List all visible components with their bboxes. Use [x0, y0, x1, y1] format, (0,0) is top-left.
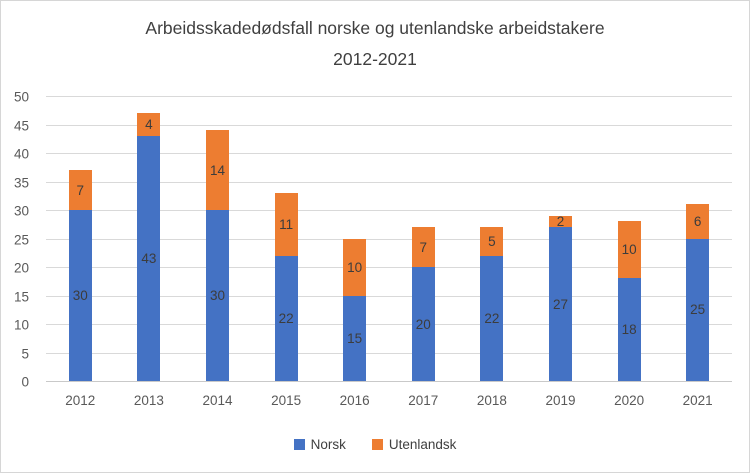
bar-value-label: 18 — [621, 322, 637, 338]
bar-segment-utenlandsk: 11 — [274, 192, 298, 256]
x-tick-label: 2016 — [339, 393, 370, 408]
legend-item-utenlandsk: Utenlandsk — [371, 437, 457, 452]
x-tick-label: 2019 — [545, 393, 576, 408]
bar-value-label: 22 — [484, 310, 500, 326]
legend-swatch — [293, 439, 305, 450]
y-tick-label: 30 — [13, 203, 29, 219]
bar-value-label: 6 — [693, 213, 702, 229]
x-tick-label: 2013 — [133, 393, 164, 408]
bar-segment-norsk: 30 — [206, 210, 229, 381]
gridline — [46, 238, 732, 240]
bar-group-2016: 15 10 — [343, 238, 367, 381]
bar-group-2021: 25 6 — [686, 204, 710, 381]
bar-segment-norsk: 30 — [68, 210, 92, 381]
x-axis: 2012 2013 2014 2015 2016 2017 2018 2019 2020 2021 — [46, 393, 732, 413]
bar-group-2019: 27 2 — [549, 213, 572, 381]
bar-value-label: 10 — [621, 242, 637, 258]
x-tick-label: 2015 — [271, 393, 302, 408]
legend-swatch — [371, 439, 383, 450]
bar-value-label: 15 — [347, 330, 363, 346]
y-tick-label: 45 — [13, 118, 29, 133]
legend-item-norsk: Norsk — [293, 437, 346, 452]
bar-group-2012: 30 7 — [68, 170, 92, 381]
gridline — [46, 352, 732, 354]
y-tick-label: 20 — [13, 260, 29, 276]
bar-group-2013: 43 4 — [137, 113, 161, 381]
bar-group-2017: 20 7 — [411, 227, 435, 381]
bar-value-label: 7 — [419, 239, 428, 255]
bar-segment-norsk: 18 — [617, 278, 641, 381]
bar-value-label: 30 — [209, 288, 226, 303]
bar-value-label: 11 — [279, 216, 294, 232]
gridline — [46, 124, 732, 126]
x-tick-label: 2014 — [202, 393, 233, 408]
bar-group-2014: 30 14 — [206, 130, 229, 381]
bar-segment-utenlandsk: 10 — [617, 221, 641, 279]
bar-value-label: 2 — [556, 213, 565, 229]
bar-value-label: 20 — [415, 316, 431, 332]
y-tick-label: 5 — [21, 346, 29, 361]
bar-segment-utenlandsk: 7 — [411, 227, 435, 267]
bar-group-2018: 22 5 — [480, 227, 504, 381]
bar-segment-norsk: 15 — [343, 295, 367, 381]
gridline — [46, 210, 732, 211]
y-tick-label: 35 — [13, 175, 29, 190]
y-tick-label: 50 — [13, 89, 29, 105]
gridline — [46, 267, 732, 268]
bar-segment-utenlandsk: 7 — [68, 170, 92, 210]
x-tick-label: 2018 — [476, 393, 507, 408]
gridline — [46, 324, 732, 325]
gridline — [46, 96, 732, 97]
x-tick-label: 2020 — [614, 393, 645, 408]
bar-value-label: 22 — [278, 310, 294, 326]
bar-value-label: 25 — [690, 302, 706, 318]
bar-segment-utenlandsk: 2 — [549, 213, 572, 229]
bar-segment-norsk: 43 — [137, 135, 161, 381]
y-tick-label: 25 — [13, 232, 29, 247]
gridline — [46, 181, 732, 183]
plot-area: 30 7 43 4 30 14 22 11 15 10 20 7 22 5 27 2 18 10 25 6 — [46, 96, 732, 382]
legend-label: Norsk — [310, 437, 346, 452]
bar-group-2015: 22 11 — [274, 192, 298, 381]
y-tick-label: 0 — [21, 374, 29, 390]
bar-segment-norsk: 22 — [274, 255, 298, 381]
bar-segment-norsk: 27 — [549, 227, 572, 381]
bar-segment-utenlandsk: 4 — [137, 113, 161, 136]
y-axis: 0 5 10 15 20 25 30 35 40 45 50 — [1, 90, 31, 390]
x-tick-label: 2021 — [682, 393, 713, 408]
bar-segment-norsk: 20 — [411, 267, 435, 381]
chart-title: Arbeidsskadedødsfall norske og utenlands… — [145, 18, 605, 38]
y-tick-label: 15 — [13, 289, 29, 304]
gridline — [46, 295, 732, 297]
bar-value-label: 14 — [209, 162, 226, 178]
bar-value-label: 5 — [488, 233, 496, 249]
bar-value-label: 43 — [141, 250, 157, 266]
legend: Norsk Utenlandsk — [1, 437, 749, 452]
x-tick-label: 2012 — [65, 393, 96, 408]
bar-segment-norsk: 22 — [480, 255, 504, 381]
bar-value-label: 7 — [76, 182, 85, 198]
chart-title-block: Arbeidsskadedødsfall norske og utenlands… — [1, 13, 749, 75]
bar-segment-utenlandsk: 10 — [343, 238, 367, 296]
x-tick-label: 2017 — [408, 393, 439, 408]
gridline — [46, 153, 732, 154]
bar-segment-utenlandsk: 5 — [480, 227, 504, 256]
bar-value-label: 10 — [347, 259, 363, 275]
bar-value-label: 30 — [72, 288, 88, 303]
y-tick-label: 40 — [13, 146, 29, 162]
chart-subtitle: 2012-2021 — [333, 49, 417, 69]
bar-segment-norsk: 25 — [686, 238, 710, 381]
bar-segment-utenlandsk: 14 — [206, 130, 229, 210]
bar-value-label: 27 — [552, 296, 569, 312]
y-tick-label: 10 — [13, 317, 29, 333]
bar-group-2020: 18 10 — [617, 221, 641, 381]
bar-value-label: 4 — [145, 117, 153, 132]
bar-segment-utenlandsk: 6 — [686, 204, 710, 239]
legend-label: Utenlandsk — [388, 437, 457, 452]
